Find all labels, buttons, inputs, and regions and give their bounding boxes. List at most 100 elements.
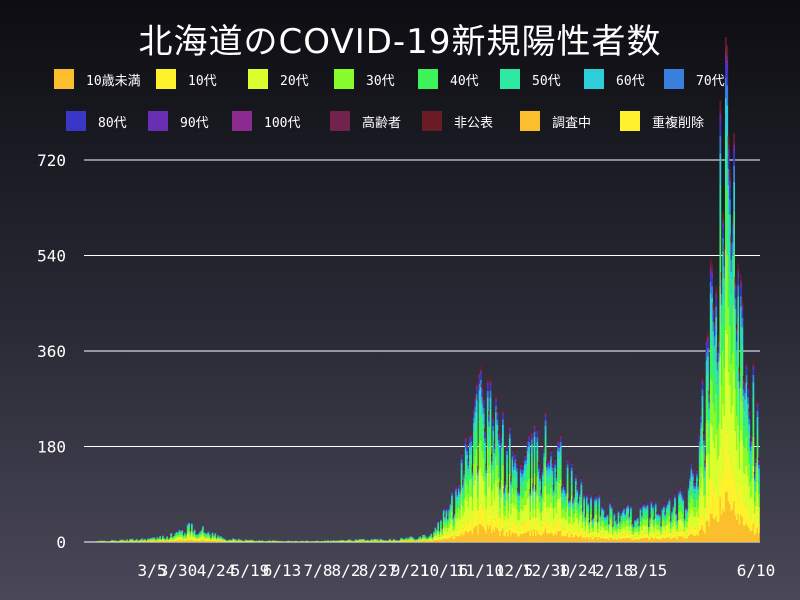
area-bar-segment [466, 520, 468, 533]
area-bar-segment [188, 523, 190, 525]
area-bar-segment [537, 472, 540, 478]
area-bar-segment [577, 498, 580, 500]
area-bar-segment [347, 540, 350, 542]
area-bar-segment [579, 530, 581, 537]
area-bar-segment [551, 463, 554, 466]
area-bar-segment [555, 474, 558, 476]
area-bar-segment [570, 484, 573, 496]
area-bar-segment [518, 536, 521, 542]
area-bar-segment [174, 536, 177, 538]
area-bar-segment [558, 447, 561, 452]
area-bar-segment [610, 508, 613, 512]
area-bar-segment [460, 455, 463, 457]
area-bar-segment [431, 540, 434, 542]
area-bar-segment [554, 460, 557, 463]
area-bar-segment [524, 464, 526, 471]
area-bar-segment [504, 487, 507, 492]
area-bar-segment [524, 533, 526, 542]
area-bar-segment [526, 442, 529, 444]
area-bar-segment [588, 532, 591, 538]
area-bar-segment [185, 535, 188, 537]
area-bar-segment [609, 508, 612, 513]
area-bar-segment [179, 534, 182, 537]
area-bar-segment [419, 536, 422, 538]
area-bar-segment [518, 493, 521, 497]
area-bar-segment [463, 511, 466, 526]
area-bar-segment [153, 540, 156, 542]
area-bar-segment [570, 467, 573, 471]
area-bar-segment [170, 533, 173, 535]
area-bar-segment [438, 539, 441, 541]
area-bar-segment [156, 538, 159, 540]
area-bar-segment [473, 413, 475, 418]
area-bar-segment [411, 540, 413, 542]
area-bar-segment [141, 539, 144, 540]
area-bar-segment [583, 492, 585, 494]
area-bar-segment [610, 515, 613, 521]
legend-item: 70代 [664, 66, 725, 92]
area-bar-segment [497, 495, 500, 518]
area-bar-segment [557, 441, 559, 443]
area-bar-segment [452, 520, 455, 524]
area-bar-segment [466, 461, 468, 472]
area-bar-segment [475, 386, 478, 387]
area-bar-segment [229, 540, 232, 541]
area-bar-segment [466, 471, 468, 485]
area-bar-segment [178, 531, 181, 533]
area-bar-segment [456, 536, 459, 542]
area-bar-segment [466, 448, 468, 452]
chart-title: 北海道のCOVID-19新規陽性者数 [138, 22, 662, 62]
area-bar-segment [614, 532, 617, 537]
area-bar-segment [215, 539, 218, 541]
area-bar-segment [474, 398, 477, 400]
area-bar-segment [548, 507, 551, 524]
area-bar-segment [457, 482, 460, 485]
legend-item: 100代 [232, 108, 300, 134]
area-bar-segment [541, 534, 544, 542]
area-bar-segment [215, 539, 218, 540]
area-bar-segment [533, 432, 536, 437]
area-bar-segment [208, 535, 211, 537]
area-bar-segment [577, 511, 580, 518]
area-bar-segment [446, 518, 449, 520]
area-bar-segment [548, 533, 551, 542]
area-bar-segment [408, 540, 411, 542]
area-bar-segment [235, 540, 237, 542]
area-bar-segment [500, 531, 503, 542]
area-bar-segment [550, 448, 552, 451]
area-bar-segment [175, 535, 178, 538]
area-bar-segment [595, 494, 598, 496]
area-bar-segment [568, 501, 570, 504]
area-bar-segment [462, 485, 464, 488]
area-bar-segment [543, 501, 546, 521]
area-bar-segment [442, 506, 445, 508]
area-bar-segment [566, 506, 569, 524]
area-bar-segment [442, 513, 445, 518]
area-bar-segment [580, 514, 583, 528]
area-bar-segment [526, 458, 529, 469]
area-bar-segment [540, 489, 543, 492]
area-bar-segment [562, 516, 565, 529]
area-bar-segment [201, 527, 204, 530]
area-bar-segment [159, 541, 162, 542]
area-bar-segment [532, 485, 535, 486]
area-bar-segment [199, 539, 201, 541]
area-bar-segment [602, 521, 605, 528]
area-bar-segment [470, 432, 473, 435]
area-bar-segment [427, 537, 430, 538]
area-bar-segment [462, 528, 464, 536]
area-bar-segment [557, 531, 559, 542]
area-bar-segment [515, 485, 518, 496]
legend-label: 20代 [280, 73, 309, 89]
area-bar-segment [462, 483, 464, 486]
area-bar-segment [419, 538, 422, 540]
area-bar-segment [445, 534, 448, 539]
area-bar-segment [156, 540, 159, 542]
area-bar-segment [574, 475, 577, 477]
area-bar-segment [407, 539, 409, 540]
area-bar-segment [535, 491, 537, 496]
area-bar-segment [151, 538, 153, 540]
area-bar-segment [449, 524, 452, 533]
area-bar-segment [452, 536, 455, 540]
area-bar-segment [146, 540, 149, 542]
